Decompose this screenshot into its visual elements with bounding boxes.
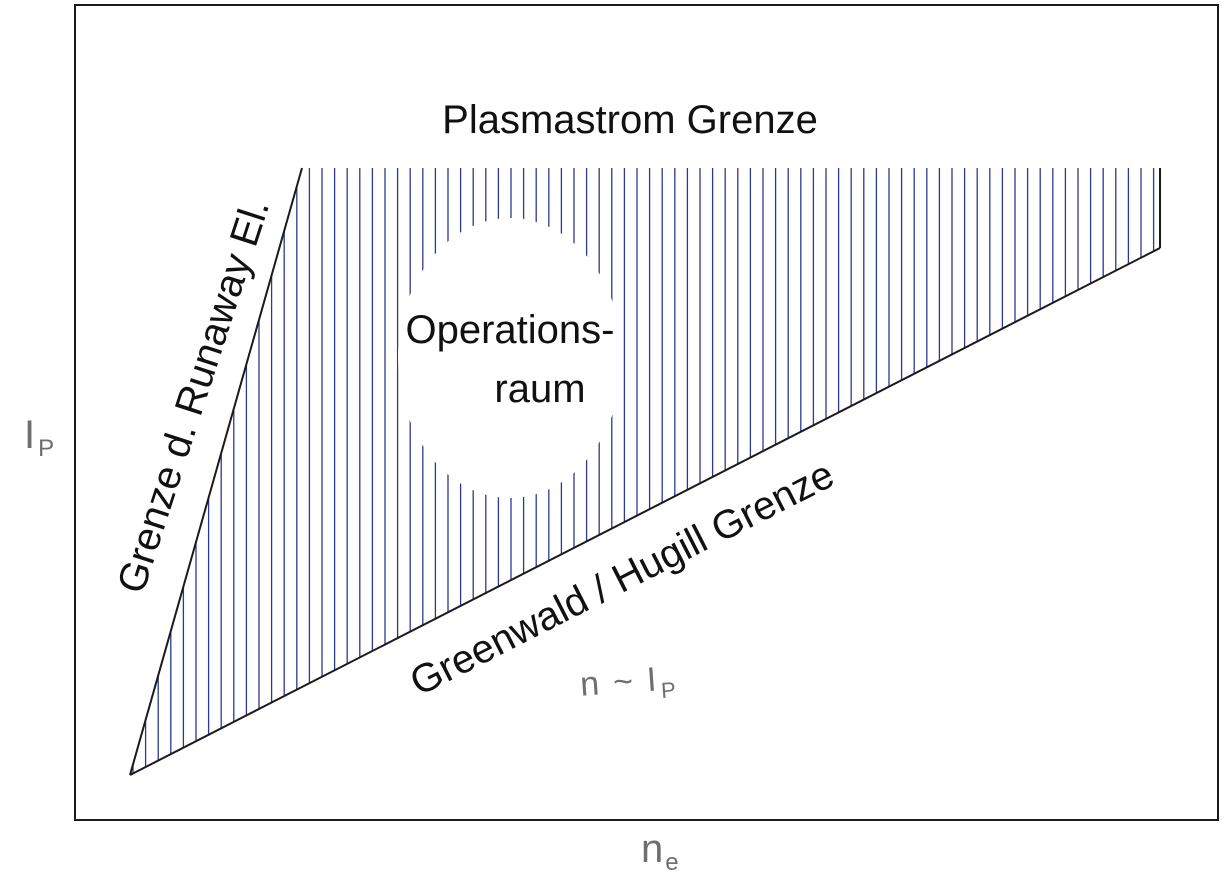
y-axis-label-subscript: P (38, 435, 54, 462)
operating-space-label-line1: Operations- (406, 308, 615, 352)
operating-space-label-line2: raum (494, 367, 585, 411)
x-axis-label: ne (641, 827, 679, 876)
scaling-subscript: P (660, 677, 676, 703)
scaling-tilde: ~ (612, 662, 634, 701)
x-axis-label-subscript: e (665, 849, 678, 876)
runaway-electron-limit-label: Grenze d. Runaway El. (109, 194, 278, 599)
scaling-current: I (646, 661, 658, 700)
plot-frame (74, 4, 1219, 821)
x-axis-label-main: n (641, 827, 663, 871)
runaway-electron-limit-line (129, 167, 303, 776)
scaling-n: n (579, 665, 601, 704)
scaling-relation: n ~ I P (579, 659, 677, 709)
plasma-current-limit-label: Plasmastrom Grenze (442, 98, 818, 142)
y-axis-label-main: I (24, 413, 35, 457)
greenwald-hugill-limit-line (129, 247, 1161, 776)
